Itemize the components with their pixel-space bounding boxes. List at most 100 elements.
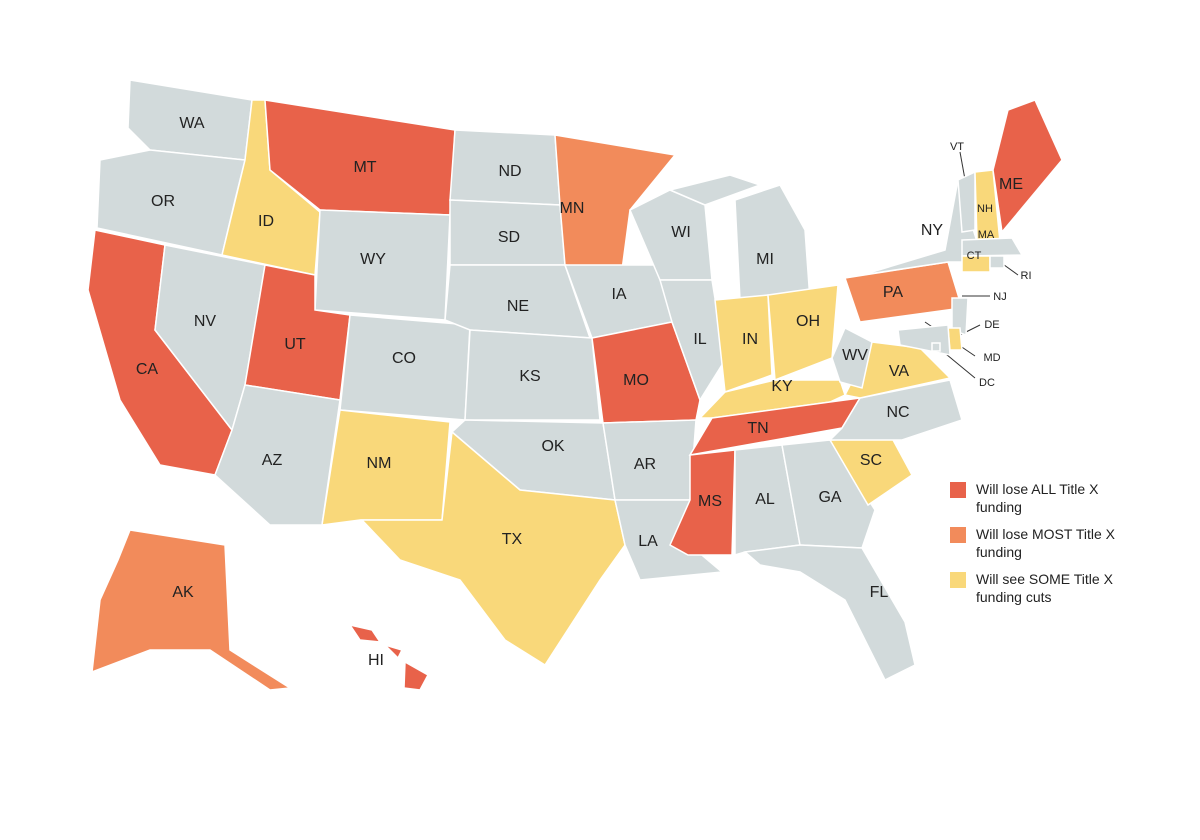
state-shape [961, 255, 991, 273]
legend-label: Will lose ALL Title X funding [976, 481, 1099, 515]
state-label: DC [979, 377, 995, 389]
state-label: AR [634, 456, 656, 473]
state-shape [629, 189, 713, 281]
state [214, 384, 341, 526]
state-label: WV [842, 347, 868, 364]
state-label: NJ [993, 291, 1006, 303]
state [714, 294, 773, 394]
state-label: KY [771, 378, 793, 395]
state-label: PA [883, 284, 903, 301]
state-shape [844, 261, 963, 323]
state-label: UT [284, 336, 306, 353]
state-label: MA [978, 229, 995, 241]
state-shape [743, 544, 916, 682]
state-label: MO [623, 372, 649, 389]
state [951, 297, 969, 337]
state-label: OR [151, 193, 175, 210]
state-shape [831, 326, 873, 389]
legend-swatch [950, 482, 966, 498]
state [629, 189, 713, 281]
state-shape [348, 623, 382, 643]
state-label: CO [392, 350, 416, 367]
state-shape [781, 439, 876, 549]
state [339, 314, 471, 421]
state-label: NV [194, 313, 217, 330]
state-shape [957, 170, 976, 233]
state-label: CA [136, 361, 159, 378]
state-label: FL [870, 584, 889, 601]
state [591, 321, 701, 424]
state [348, 623, 430, 691]
state-label: WY [360, 251, 386, 268]
state [659, 279, 726, 402]
state-shape [714, 294, 773, 394]
state-shape [214, 384, 341, 526]
state-label: VT [950, 141, 964, 153]
state-label: KS [519, 368, 540, 385]
state-label: TN [747, 420, 768, 437]
state-label: MS [698, 493, 722, 510]
state-shape [591, 321, 701, 424]
state-label: MT [353, 159, 376, 176]
state-label: OH [796, 313, 820, 330]
state [781, 439, 876, 549]
state-label: ND [498, 163, 521, 180]
state-label: HI [368, 652, 384, 669]
state [961, 255, 991, 273]
state [360, 430, 626, 667]
state-shape [464, 329, 601, 421]
state [91, 529, 293, 691]
state [989, 255, 1005, 269]
state-label: AK [172, 584, 194, 601]
state-shape [989, 255, 1005, 269]
state-label: SD [498, 229, 520, 246]
legend-swatch [950, 572, 966, 588]
state-shape [734, 184, 811, 301]
legend-label: Will see SOME Title X funding cuts [976, 571, 1113, 605]
state-label: LA [638, 533, 658, 550]
state [667, 174, 811, 301]
state-label: MN [560, 200, 585, 217]
state-shape [992, 99, 1063, 234]
state-shape [403, 660, 430, 691]
state-label: AZ [262, 452, 283, 469]
state-label: IL [693, 331, 706, 348]
state-shape [360, 430, 626, 667]
state-shape [659, 279, 726, 402]
state-shape [91, 529, 293, 691]
state-shape [339, 314, 471, 421]
state [464, 329, 601, 421]
state-label: DE [984, 319, 999, 331]
state-shape [931, 342, 941, 352]
state [844, 261, 963, 323]
legend-label: Will lose MOST Title X funding [976, 526, 1115, 560]
state-label: NM [367, 455, 392, 472]
state-label: VA [889, 363, 909, 380]
state-label: AL [755, 491, 775, 508]
state [961, 237, 1024, 257]
state-label: WA [179, 115, 205, 132]
state [831, 326, 873, 389]
state-label: NC [886, 404, 909, 421]
state-label: MD [983, 352, 1000, 364]
state-label: GA [818, 489, 841, 506]
state [957, 170, 976, 233]
state [767, 284, 839, 382]
state-label: WI [671, 224, 691, 241]
state-label: OK [541, 438, 564, 455]
legend-swatch [950, 527, 966, 543]
state-label: RI [1021, 270, 1032, 282]
state-label: SC [860, 452, 882, 469]
state [992, 99, 1063, 234]
state-shape [384, 644, 404, 660]
state [743, 544, 916, 682]
state-shape [767, 284, 839, 382]
state [931, 342, 941, 352]
state-label: NY [921, 222, 944, 239]
state-label: ID [258, 213, 274, 230]
state-label: NH [977, 203, 993, 215]
state-label: ME [999, 176, 1023, 193]
state-label: TX [502, 531, 523, 548]
state-shape [961, 237, 1024, 257]
